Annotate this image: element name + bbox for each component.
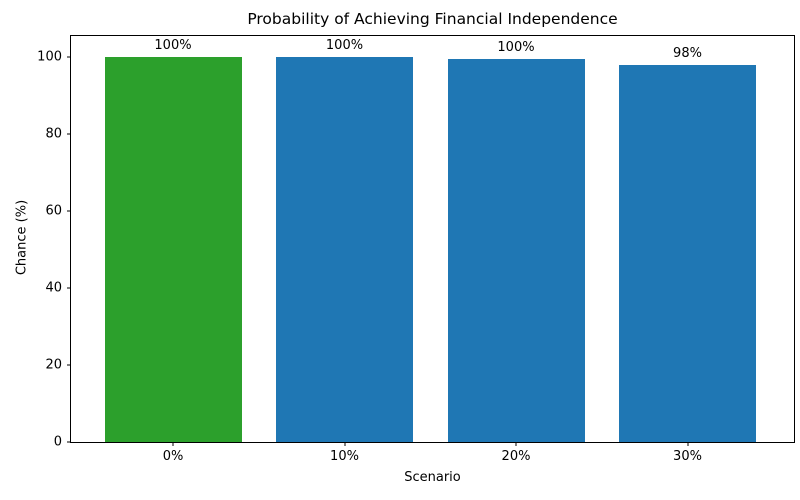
y-tick-mark bbox=[67, 133, 71, 135]
x-tick-mark bbox=[515, 442, 517, 446]
x-tick-mark bbox=[344, 442, 345, 446]
bar-value-label: 100% bbox=[325, 38, 364, 54]
y-tick-mark bbox=[67, 441, 71, 443]
x-tick-label: 20% bbox=[501, 449, 531, 464]
y-tick-label: 0 bbox=[53, 434, 62, 450]
x-tick-label: 30% bbox=[673, 449, 702, 464]
y-tick-label: 100 bbox=[37, 49, 62, 65]
y-tick-mark bbox=[67, 210, 71, 212]
y-tick-mark bbox=[67, 364, 71, 366]
x-axis-label: Scenario bbox=[404, 470, 461, 485]
y-tick-label: 60 bbox=[45, 203, 62, 219]
x-tick-label: 10% bbox=[330, 449, 359, 464]
bar: 100% bbox=[447, 40, 585, 442]
plot-area: 100% 0% 100% 10% 100% 20% 98% 30% 0 20 40 60 80 100 bbox=[37, 35, 795, 464]
bar: 100% bbox=[276, 38, 413, 442]
x-tick-label: 0% bbox=[162, 449, 184, 464]
y-axis-label: Chance (%) bbox=[14, 199, 30, 276]
y-tick-label: 20 bbox=[45, 357, 62, 373]
y-tick-label: 40 bbox=[45, 280, 62, 296]
y-tick-mark bbox=[67, 287, 71, 289]
bar-value-label: 100% bbox=[154, 38, 192, 54]
x-tick-mark bbox=[687, 442, 688, 446]
x-tick-mark bbox=[172, 442, 174, 446]
chart-title: Probability of Achieving Financial Indep… bbox=[247, 10, 618, 28]
bar-value-label: 100% bbox=[497, 40, 535, 56]
bar: 98% bbox=[619, 46, 756, 442]
y-tick-label: 80 bbox=[45, 126, 62, 142]
bar: 100% bbox=[104, 38, 242, 442]
bar-value-label: 98% bbox=[673, 45, 702, 61]
y-tick-mark bbox=[67, 56, 71, 58]
